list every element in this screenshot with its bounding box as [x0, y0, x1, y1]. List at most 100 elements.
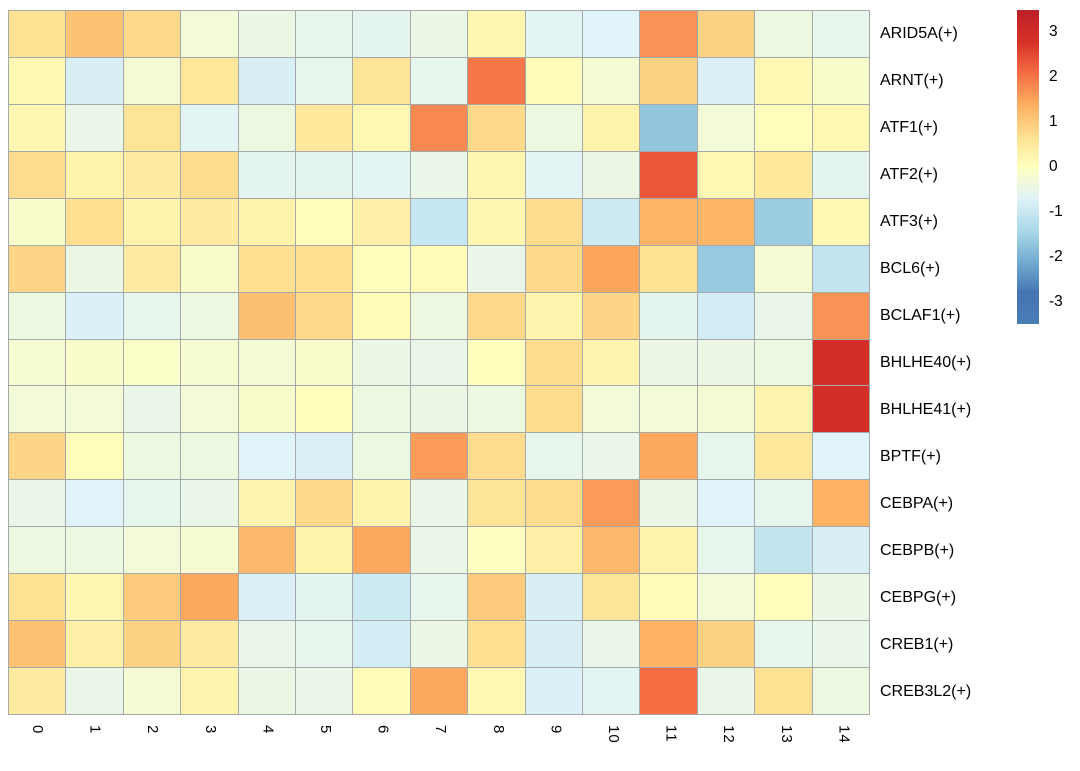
heatmap-cell: [238, 386, 295, 433]
heatmap-cell: [181, 433, 238, 480]
heatmap-cell: [66, 668, 123, 714]
heatmap-cell: [525, 574, 582, 621]
heatmap-cell: [640, 527, 697, 574]
heatmap-cell: [697, 57, 755, 104]
heatmap-cell: [296, 668, 353, 714]
heatmap-cell: [812, 104, 869, 151]
heatmap-cell: [755, 151, 812, 198]
heatmap-cell: [755, 198, 812, 245]
heatmap-cell: [468, 245, 525, 292]
heatmap-cell: [123, 574, 181, 621]
heatmap-cell: [410, 386, 468, 433]
heatmap-cell: [525, 57, 582, 104]
x-axis-labels: 0 1 2 3 4 5 6 7 8 9 10 11 12 13 14: [8, 722, 872, 768]
heatmap-cell: [66, 57, 123, 104]
heatmap-cell: [640, 480, 697, 527]
heatmap-cell: [353, 668, 410, 714]
row-label: BHLHE41(+): [880, 400, 972, 418]
heatmap-cell: [353, 621, 410, 668]
heatmap-cell: [697, 621, 755, 668]
heatmap-cell: [181, 11, 238, 57]
heatmap-cell: [123, 480, 181, 527]
heatmap-cell: [812, 57, 869, 104]
colorbar-gradient: [1017, 10, 1039, 324]
heatmap-cell: [583, 339, 640, 386]
heatmap-cell: [181, 668, 238, 714]
heatmap-cell: [812, 245, 869, 292]
heatmap-cell: [525, 480, 582, 527]
heatmap-cell: [755, 11, 812, 57]
column-label: 0: [29, 725, 47, 735]
heatmap-cell: [123, 527, 181, 574]
heatmap-cell: [697, 292, 755, 339]
heatmap-cell: [296, 104, 353, 151]
heatmap-cell: [123, 198, 181, 245]
column-label: 6: [374, 725, 392, 735]
heatmap-cell: [9, 292, 66, 339]
heatmap-cell: [640, 386, 697, 433]
heatmap-cell: [9, 339, 66, 386]
colorbar-tick-label: 3: [1049, 23, 1058, 41]
heatmap-cell: [238, 339, 295, 386]
heatmap-cell: [812, 574, 869, 621]
heatmap-cell: [583, 480, 640, 527]
row-label: CREB1(+): [880, 635, 954, 653]
heatmap-cell: [296, 480, 353, 527]
heatmap-cell: [66, 292, 123, 339]
heatmap-cell: [353, 151, 410, 198]
column-label: 9: [547, 725, 565, 735]
heatmap-cell: [640, 339, 697, 386]
heatmap-cell: [410, 668, 468, 714]
row-label: BCLAF1(+): [880, 306, 961, 324]
heatmap-cell: [123, 245, 181, 292]
heatmap-cell: [123, 104, 181, 151]
heatmap-cell: [697, 668, 755, 714]
heatmap-cell: [525, 527, 582, 574]
column-label: 10: [605, 725, 623, 744]
heatmap-cell: [697, 574, 755, 621]
column-label: 4: [259, 725, 277, 735]
heatmap-cell: [9, 480, 66, 527]
heatmap-cell: [238, 104, 295, 151]
heatmap-cell: [123, 668, 181, 714]
heatmap-cell: [583, 527, 640, 574]
heatmap-cell: [410, 151, 468, 198]
heatmap-cell: [468, 198, 525, 245]
heatmap-cell: [640, 57, 697, 104]
heatmap-cell: [296, 621, 353, 668]
heatmap-cell: [123, 433, 181, 480]
column-label: 7: [432, 725, 450, 735]
heatmap-cell: [353, 11, 410, 57]
heatmap-cell: [238, 668, 295, 714]
heatmap-cell: [410, 433, 468, 480]
heatmap-cell: [66, 245, 123, 292]
heatmap-cell: [66, 104, 123, 151]
heatmap-cell: [812, 433, 869, 480]
heatmap-cell: [66, 621, 123, 668]
column-label: 1: [86, 725, 104, 735]
heatmap-cell: [9, 104, 66, 151]
heatmap-cell: [583, 574, 640, 621]
heatmap-cell: [468, 574, 525, 621]
heatmap-cell: [410, 527, 468, 574]
heatmap-cell: [410, 574, 468, 621]
heatmap-cell: [468, 339, 525, 386]
heatmap-cell: [238, 433, 295, 480]
heatmap-cell: [583, 433, 640, 480]
heatmap-cell: [755, 339, 812, 386]
heatmap-cell: [583, 104, 640, 151]
heatmap-cell: [583, 11, 640, 57]
heatmap-cell: [640, 621, 697, 668]
heatmap-cell: [296, 574, 353, 621]
heatmap-cell: [296, 151, 353, 198]
heatmap-cell: [123, 621, 181, 668]
heatmap-cell: [525, 433, 582, 480]
heatmap-cell: [296, 527, 353, 574]
heatmap-cell: [9, 151, 66, 198]
row-label: BCL6(+): [880, 259, 941, 277]
heatmap-cell: [755, 386, 812, 433]
column-label: 3: [201, 725, 219, 735]
heatmap-cell: [812, 292, 869, 339]
heatmap-cell: [296, 292, 353, 339]
heatmap-cell: [525, 11, 582, 57]
